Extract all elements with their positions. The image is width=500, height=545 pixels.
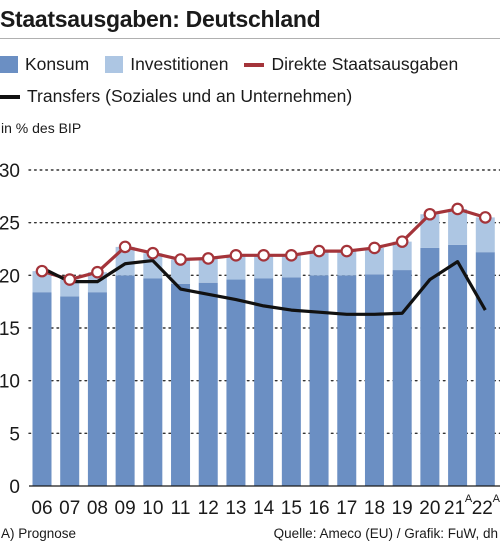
x-tick-label-17: 17 <box>336 498 357 519</box>
bar-investitionen-18 <box>364 247 384 275</box>
y-tick-label-10: 10 <box>0 372 20 393</box>
bar-konsum-21 <box>448 244 468 486</box>
bar-investitionen-07 <box>60 279 80 297</box>
bar-konsum-06 <box>32 292 52 486</box>
x-tick-label-13: 13 <box>225 498 246 519</box>
legend-row-1: Konsum Investitionen Direkte Staatsausga… <box>0 54 474 75</box>
x-tick-label-19: 19 <box>392 498 413 519</box>
y-tick-label-5: 5 <box>9 424 20 445</box>
x-tick-label-09: 09 <box>115 498 136 519</box>
bar-investitionen-21 <box>448 208 468 245</box>
title-divider <box>0 38 500 39</box>
point-direkte-08 <box>91 265 104 279</box>
bar-investitionen-17 <box>337 251 357 276</box>
unit-label: in % des BIP <box>1 120 82 136</box>
legend-label-investitionen: Investitionen <box>130 54 229 74</box>
y-tick-label-30: 30 <box>0 161 20 182</box>
legend-row-2: Transfers (Soziales und an Unternehmen) <box>0 86 368 107</box>
x-tick-label-08: 08 <box>87 498 108 519</box>
point-direkte-17 <box>340 244 354 258</box>
x-tick-label-16: 16 <box>308 498 329 519</box>
bar-konsum-07 <box>60 296 80 486</box>
x-tick-label-07: 07 <box>59 498 80 519</box>
bar-investitionen-12 <box>198 258 218 283</box>
legend-swatch-direkte <box>244 62 265 67</box>
legend-label-transfers: Transfers (Soziales und an Unternehmen) <box>27 86 353 106</box>
bar-investitionen-19 <box>392 241 412 271</box>
point-direkte-22 <box>478 211 492 224</box>
source-credit: Quelle: Ameco (EU) / Grafik: FuW, dh <box>273 526 498 541</box>
x-tick-label-12: 12 <box>198 498 219 519</box>
bar-konsum-19 <box>392 270 412 486</box>
legend-label-direkte: Direkte Staatsausgaben <box>271 54 459 74</box>
x-tick-label-20: 20 <box>419 498 440 519</box>
x-tick-label-10: 10 <box>142 498 163 519</box>
point-direkte-15 <box>285 249 298 262</box>
bar-konsum-20 <box>420 247 440 486</box>
point-direkte-16 <box>312 244 326 258</box>
x-tick-superscript-22: A <box>493 493 500 505</box>
footnote: A) Prognose <box>1 526 77 541</box>
bar-investitionen-22 <box>475 217 495 253</box>
x-tick-label-11: 11 <box>171 498 191 519</box>
bar-konsum-14 <box>254 278 274 486</box>
x-tick-label-06: 06 <box>31 498 52 519</box>
legend-item-transfers: Transfers (Soziales und an Unternehmen) <box>0 86 352 107</box>
bar-konsum-09 <box>115 275 135 486</box>
point-direkte-18 <box>368 241 381 255</box>
point-direkte-10 <box>146 246 160 260</box>
bar-konsum-11 <box>171 283 191 486</box>
bar-investitionen-15 <box>281 255 301 278</box>
x-tick-label-18: 18 <box>364 498 385 519</box>
chart-title: Staatsausgaben: Deutschland <box>0 6 321 32</box>
bar-konsum-17 <box>337 275 357 486</box>
bar-konsum-12 <box>198 282 218 486</box>
bar-konsum-22 <box>475 252 495 486</box>
bar-investitionen-20 <box>420 214 440 248</box>
legend-swatch-investitionen <box>105 56 124 73</box>
legend-item-direkte: Direkte Staatsausgaben <box>244 54 458 75</box>
x-tick-label-14: 14 <box>253 498 275 519</box>
legend-swatch-konsum <box>0 56 18 73</box>
bar-konsum-18 <box>364 274 384 486</box>
line-transfers <box>41 258 487 316</box>
point-direkte-11 <box>174 253 187 266</box>
bar-konsum-10 <box>143 278 163 486</box>
bar-konsum-13 <box>226 279 246 486</box>
y-tick-label-0: 0 <box>9 477 20 498</box>
point-direkte-06 <box>35 264 49 278</box>
y-tick-label-20: 20 <box>0 266 20 287</box>
bar-konsum-08 <box>87 292 107 486</box>
x-tick-label-15: 15 <box>281 498 302 519</box>
bar-investitionen-14 <box>254 255 274 279</box>
bar-konsum-16 <box>309 275 329 486</box>
legend-label-konsum: Konsum <box>25 54 90 74</box>
bar-investitionen-16 <box>309 251 329 276</box>
point-direkte-14 <box>257 249 270 262</box>
bar-investitionen-06 <box>32 271 52 293</box>
bar-investitionen-11 <box>171 259 191 284</box>
point-direkte-12 <box>201 252 215 265</box>
legend-swatch-transfers <box>0 94 20 99</box>
point-direkte-09 <box>118 240 132 254</box>
y-tick-label-25: 25 <box>0 214 20 235</box>
x-tick-superscript-21: A <box>465 493 473 505</box>
point-direkte-13 <box>229 249 243 262</box>
point-direkte-21 <box>451 202 464 216</box>
legend-item-investitionen: Investitionen <box>105 54 228 75</box>
point-direkte-19 <box>395 235 409 248</box>
x-tick-label-21: 21 <box>444 498 465 519</box>
legend-item-konsum: Konsum <box>0 54 89 75</box>
point-direkte-20 <box>423 207 437 221</box>
bar-investitionen-13 <box>226 255 246 280</box>
bar-konsum-15 <box>281 277 301 486</box>
point-direkte-07 <box>63 273 77 286</box>
chart-area: 0 5 10 15 20 25 30 06 07 08 09 10 11 12 13 14 15 16 17 18 19… <box>0 161 500 519</box>
y-tick-label-15: 15 <box>0 319 20 340</box>
x-tick-label-22: 22 <box>472 498 493 519</box>
